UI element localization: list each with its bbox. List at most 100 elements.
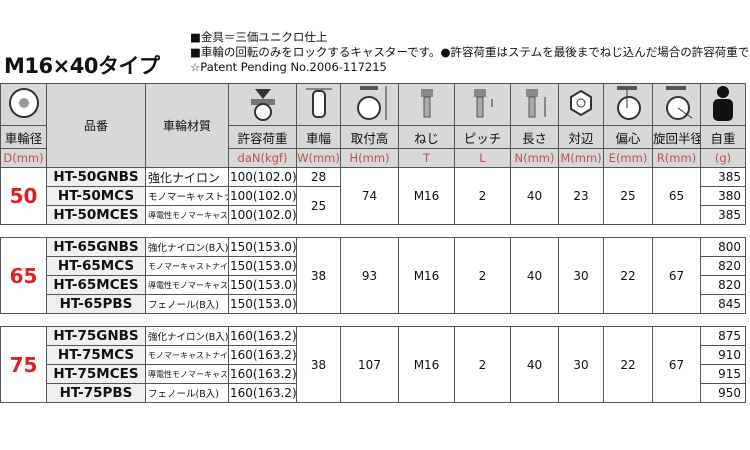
header-table: 品番 車輪材質 車輪径 許容荷重 車幅 取付高 ねじ ピッチ 長さ 対辺 偏心 … (0, 83, 746, 168)
weight-cell: 385 (700, 205, 746, 225)
diameter-cell: 75 (0, 326, 47, 403)
load-cell: 100(102.0) (228, 205, 297, 225)
eccentric-cell: 25 (603, 167, 653, 225)
load-icon (250, 89, 275, 121)
width-cell: 38 (296, 237, 341, 314)
diameter-cell: 50 (0, 167, 47, 225)
weight-cell: 820 (700, 275, 746, 295)
load-cell: 160(163.2) (228, 345, 297, 365)
weight-cell: 950 (700, 383, 746, 403)
weight-cell: 820 (700, 256, 746, 276)
icon-cell (652, 83, 701, 126)
weight-cell: 380 (700, 186, 746, 206)
unit-cell: H(mm) (340, 148, 399, 168)
unit-cell: R(mm) (652, 148, 701, 168)
part-cell: HT-50MCES (46, 205, 146, 225)
group-table: 75 HT-75GNBS 強化ナイロン(B入) 160(163.2) 38 107 M16 2… (0, 326, 746, 403)
header-cell: ねじ (398, 125, 455, 149)
across-cell: 30 (558, 237, 604, 314)
title: M16×40タイプ (4, 54, 160, 78)
table-row: HT-65MCES導電性モノマーキャストナイロン(B入)150(153.0) 82… (1, 275, 746, 295)
weight-cell: 845 (700, 294, 746, 314)
unit-cell: T (398, 148, 455, 168)
icon-cell (0, 83, 47, 126)
weight-cell: 800 (700, 237, 746, 257)
load-cell: 160(163.2) (228, 326, 297, 346)
offset-icon (617, 86, 641, 120)
part-cell: HT-75MCES (46, 364, 146, 384)
group-table: 65 HT-65GNBS 強化ナイロン(B入) 150(153.0) 38 93 M16 2 4… (0, 237, 746, 314)
weight-cell: 915 (700, 364, 746, 384)
material-cell: モノマーキャストナイロン(B入) (145, 256, 229, 276)
header-cell: 偏心 (603, 125, 653, 149)
material-cell: フェノール(B入) (145, 383, 229, 403)
unit-cell: D(mm) (0, 148, 47, 168)
weight-cell: 910 (700, 345, 746, 365)
width-cell: 25 (296, 186, 341, 225)
material-cell: 強化ナイロン (145, 167, 229, 187)
note: ■車輪の回転のみをロックするキャスターです。●許容荷重はステムを最後までねじ込ん… (190, 45, 750, 59)
icon-cell (454, 83, 511, 126)
width-icon (305, 88, 332, 118)
thread-icon (420, 89, 433, 118)
height-cell: 93 (340, 237, 399, 314)
table-row: HT-65MCSモノマーキャストナイロン(B入)150(153.0) 820 (1, 256, 746, 276)
unit-cell: W(mm) (296, 148, 341, 168)
length-cell: 40 (510, 326, 559, 403)
material-cell: モノマーキャストナイロン (145, 186, 229, 206)
table-row: HT-75PBS フェノール(B入) 160(163.2) 950 (1, 383, 746, 403)
eccentric-cell: 22 (603, 237, 653, 314)
pitch-cell: 2 (454, 167, 511, 225)
icon-cell (603, 83, 653, 126)
weight-icon (713, 86, 733, 121)
height-cell: 107 (340, 326, 399, 403)
height-cell: 74 (340, 167, 399, 225)
load-cell: 160(163.2) (228, 383, 297, 403)
material-cell: 導電性モノマーキャストナイロン(B入) (145, 364, 229, 384)
part-cell: HT-65MCES (46, 275, 146, 295)
length-cell: 40 (510, 167, 559, 225)
part-cell: HT-65PBS (46, 294, 146, 314)
part-cell: HT-65MCS (46, 256, 146, 276)
header-cell: 旋回半径 (652, 125, 701, 149)
header-cell: 車幅 (296, 125, 341, 149)
load-cell: 150(153.0) (228, 294, 297, 314)
pitch-cell: 2 (454, 326, 511, 403)
table-row: HT-50MCES導電性モノマーキャストナイロン100(102.0) 385 (1, 205, 746, 225)
header-cell: 品番 (46, 83, 146, 168)
unit-cell: M(mm) (558, 148, 604, 168)
part-cell: HT-50MCS (46, 186, 146, 206)
eccentric-cell: 22 (603, 326, 653, 403)
radius-cell: 65 (652, 167, 701, 225)
load-cell: 150(153.0) (228, 275, 297, 295)
across-cell: 30 (558, 326, 604, 403)
unit-cell: N(mm) (510, 148, 559, 168)
header-cell: 取付高 (340, 125, 399, 149)
material-cell: 導電性モノマーキャストナイロン(B入) (145, 275, 229, 295)
weight-cell: 875 (700, 326, 746, 346)
header-cell: ピッチ (454, 125, 511, 149)
radius-icon (665, 86, 692, 120)
load-cell: 150(153.0) (228, 256, 297, 276)
diameter-cell: 65 (0, 237, 47, 314)
unit-cell: daN(kgf) (228, 148, 297, 168)
wheel-icon (8, 88, 39, 118)
header-cell: 自重 (700, 125, 746, 149)
icon-cell (700, 83, 746, 126)
note: ☆Patent Pending No.2006-117215 (190, 60, 387, 74)
icon-cell (228, 83, 297, 126)
icon-cell (296, 83, 341, 126)
part-cell: HT-65GNBS (46, 237, 146, 257)
icon-cell (558, 83, 604, 126)
part-cell: HT-75GNBS (46, 326, 146, 346)
note: ■金具＝三価ユニクロ仕上 (190, 30, 328, 44)
group-table: 50 HT-50GNBS 強化ナイロン 100(102.0) 28 74 M16 2 40 23 2… (0, 167, 746, 225)
load-cell: 150(153.0) (228, 237, 297, 257)
height-icon (356, 86, 386, 120)
part-cell: HT-75PBS (46, 383, 146, 403)
material-cell: 導電性モノマーキャストナイロン (145, 205, 229, 225)
thread-cell: M16 (398, 326, 455, 403)
unit-cell: L (454, 148, 511, 168)
